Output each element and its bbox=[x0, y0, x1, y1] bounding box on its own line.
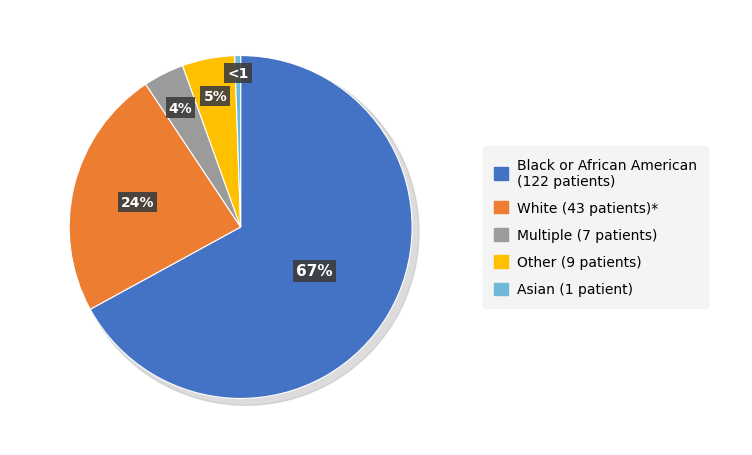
Text: 24%: 24% bbox=[120, 195, 154, 209]
Wedge shape bbox=[235, 56, 241, 228]
Wedge shape bbox=[90, 56, 412, 399]
Legend: Black or African American
(122 patients), White (43 patients)*, Multiple (7 pati: Black or African American (122 patients)… bbox=[484, 147, 708, 308]
Text: <1: <1 bbox=[227, 66, 249, 81]
Text: 4%: 4% bbox=[168, 101, 193, 115]
Text: 5%: 5% bbox=[204, 90, 227, 103]
Wedge shape bbox=[146, 66, 241, 228]
Circle shape bbox=[73, 60, 419, 405]
Wedge shape bbox=[183, 56, 241, 228]
Text: 67%: 67% bbox=[296, 263, 332, 278]
Wedge shape bbox=[69, 85, 241, 309]
